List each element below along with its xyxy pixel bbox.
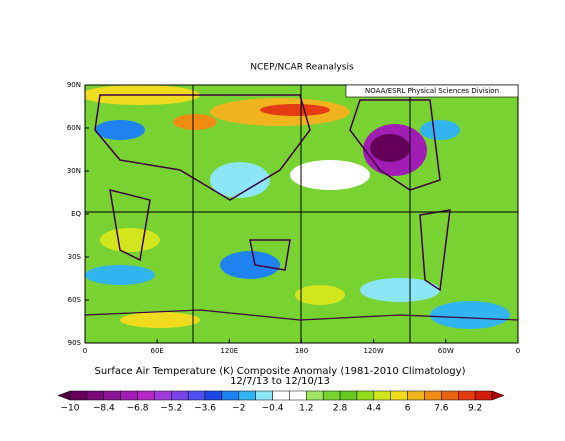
lon-label: 60W xyxy=(438,347,454,355)
colorbar-label: 2.8 xyxy=(333,404,348,414)
colorbar-box xyxy=(86,390,105,401)
caption: Surface Air Temperature (K) Composite An… xyxy=(95,366,466,377)
colorbar-box xyxy=(424,390,442,401)
colorbar-box xyxy=(137,390,155,401)
colorbar-label: 1.2 xyxy=(299,404,313,414)
lon-label: 0 xyxy=(516,347,520,355)
colorbar-label: 6 xyxy=(405,404,411,414)
grid xyxy=(85,85,518,343)
colorbar: −10 −8.4 −6.8 −5.2 −3.6 −2 −0.4 1.2 2.8 4.4 6 7.6 9.… xyxy=(57,390,505,414)
lat-label: 60S xyxy=(68,296,82,304)
colorbar-box xyxy=(306,390,324,401)
colorbar-box xyxy=(474,390,493,401)
colorbar-box xyxy=(339,390,358,401)
colorbar-box xyxy=(373,390,391,401)
colorbar-box xyxy=(255,390,273,401)
colorbar-box xyxy=(204,390,223,401)
colorbar-label: −5.2 xyxy=(160,404,182,414)
colorbar-box xyxy=(120,390,138,401)
credit-box xyxy=(345,84,519,98)
colorbar-box xyxy=(322,390,341,401)
colorbar-box xyxy=(154,390,172,401)
lat-label: 60N xyxy=(67,124,81,132)
colorbar-box xyxy=(390,390,408,401)
lon-label: 120E xyxy=(220,347,238,355)
colorbar-box xyxy=(289,390,307,401)
colorbar-label: −8.4 xyxy=(93,404,115,414)
colorbar-high xyxy=(491,390,505,401)
colorbar-box xyxy=(441,390,459,401)
lat-label: 30N xyxy=(67,167,81,175)
colorbar-label: −10 xyxy=(61,404,80,414)
colorbar-label: 9.2 xyxy=(468,404,482,414)
colorbar-low xyxy=(57,390,71,401)
lat-label: 30S xyxy=(68,253,82,261)
colorbar-box xyxy=(221,390,240,401)
title: NCEP/NCAR Reanalysis xyxy=(250,63,354,73)
lon-label: 180 xyxy=(295,347,308,355)
colorbar-label: −3.6 xyxy=(194,404,216,414)
dates: 12/7/13 to 12/10/13 xyxy=(230,376,330,387)
lon-label: 120W xyxy=(364,347,384,355)
lon-label: 0 xyxy=(83,347,87,355)
colorbar-box xyxy=(103,390,121,401)
colorbar-label: −6.8 xyxy=(127,404,149,414)
colorbar-box xyxy=(272,390,290,401)
colorbar-box xyxy=(356,390,375,401)
colorbar-box xyxy=(407,390,425,401)
anomaly-field xyxy=(85,85,518,343)
colorbar-box xyxy=(69,390,88,401)
lat-label: EQ xyxy=(71,210,81,218)
colorbar-box xyxy=(457,390,476,401)
lon-label: 60E xyxy=(150,347,163,355)
colorbar-label: 7.6 xyxy=(434,404,449,414)
lat-label: 90S xyxy=(68,339,82,347)
colorbar-label: −0.4 xyxy=(262,404,284,414)
colorbar-box xyxy=(187,390,206,401)
colorbar-label: 4.4 xyxy=(367,404,382,414)
colorbar-box xyxy=(171,390,189,401)
credit: NOAA/ESRL Physical Sciences Division xyxy=(365,87,499,95)
colorbar-label: −2 xyxy=(232,404,245,414)
colorbar-box xyxy=(238,390,256,401)
lat-label: 90N xyxy=(67,81,81,89)
